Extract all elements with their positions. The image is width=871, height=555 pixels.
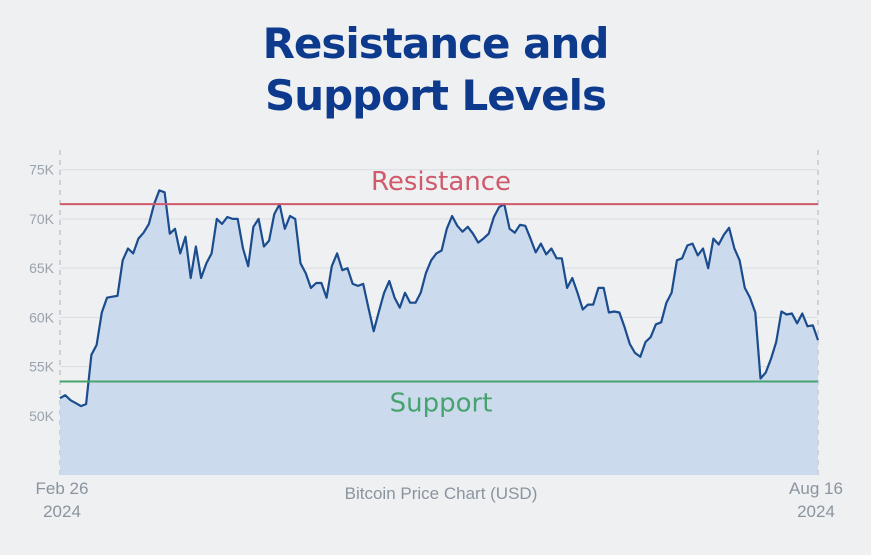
title-line-2: Support Levels	[264, 71, 607, 120]
support-label: Support	[390, 388, 493, 418]
y-axis-ticks: 50K 55K 60K 65K 70K 75K	[29, 162, 55, 424]
x-start-year: 2024	[43, 502, 81, 521]
y-tick-label: 75K	[29, 162, 55, 178]
x-axis-label: Bitcoin Price Chart (USD)	[345, 484, 538, 503]
price-area	[60, 190, 818, 475]
x-end-date: Aug 16	[789, 479, 843, 498]
price-line	[59, 189, 820, 408]
y-tick-label: 70K	[29, 211, 55, 227]
y-tick-label: 60K	[29, 309, 55, 325]
y-tick-label: 50K	[29, 408, 55, 424]
y-tick-label: 65K	[29, 260, 55, 276]
x-end-year: 2024	[797, 502, 835, 521]
x-start-date: Feb 26	[36, 479, 89, 498]
y-tick-label: 55K	[29, 359, 55, 375]
title-line-1: Resistance and	[262, 19, 610, 68]
chart-title: Resistance and Support Levels	[0, 18, 871, 122]
resistance-label: Resistance	[371, 167, 511, 197]
